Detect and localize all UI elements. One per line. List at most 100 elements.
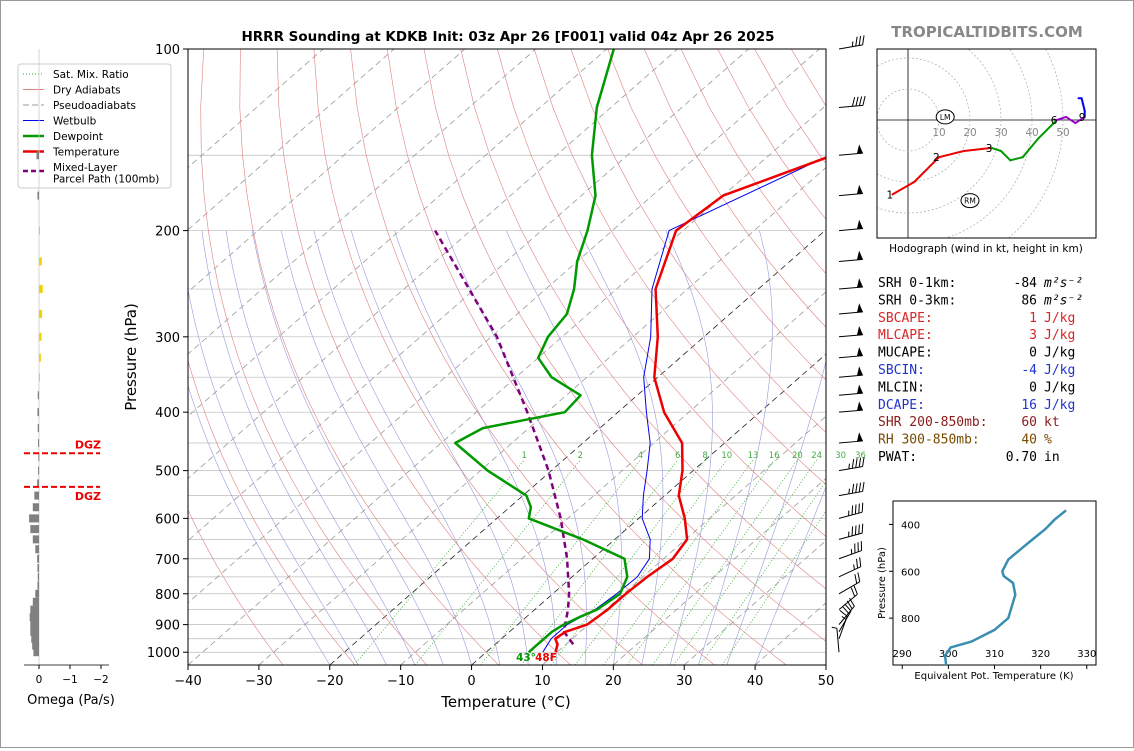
skewt-frame — [187, 48, 827, 666]
isotherm-line — [825, 664, 826, 665]
barb-half — [848, 488, 850, 494]
omega-bar — [38, 466, 40, 475]
barb-full — [858, 524, 860, 535]
dry-adiabat-line — [188, 509, 284, 665]
isotherm-line — [471, 353, 826, 665]
y-tick-label: 1000 — [147, 646, 180, 661]
omega-bar — [29, 514, 39, 523]
temperature-line — [554, 156, 826, 653]
theta-e-xlabel: Equivalent Pot. Temperature (K) — [914, 671, 1073, 682]
mixing-ratio-label: 8 — [702, 451, 707, 461]
barb-full — [859, 557, 862, 567]
barb-full — [857, 542, 859, 552]
theta-x-tick-label: 300 — [939, 649, 958, 660]
storm-motion-marker — [935, 109, 955, 125]
omega-bar — [37, 191, 39, 200]
barb-staff — [838, 227, 863, 232]
hodograph-segment — [1000, 150, 1012, 162]
legend-label: Pseudoadiabats — [53, 100, 136, 112]
index-label: SRH 0-3km: — [878, 293, 956, 308]
wind-barb — [838, 184, 863, 197]
omega-bar — [30, 605, 39, 614]
moist-adiabat-line — [201, 230, 387, 665]
legend-label: Dewpoint — [53, 131, 103, 143]
barb-flag — [856, 326, 863, 336]
barb-staff — [838, 104, 863, 108]
barb-half — [850, 548, 853, 555]
omega-panel: 0 −1 −2 Omega (Pa/s) DGZ DGZ — [24, 49, 115, 708]
barb-half — [848, 531, 850, 537]
index-label: MLCIN: — [878, 380, 925, 395]
index-unit: J/kg — [1044, 363, 1075, 378]
barb-staff — [838, 490, 863, 497]
surface-temperature-label: 48F — [535, 652, 557, 664]
wind-barb — [838, 557, 862, 578]
mixing-ratio-label: 20 — [792, 451, 803, 461]
barb-flag — [856, 144, 863, 154]
x-tick-label: −10 — [387, 674, 414, 689]
x-tick-label: −20 — [316, 674, 343, 689]
index-label: MUCAPE: — [878, 346, 933, 361]
barb-staff — [838, 532, 863, 540]
wind-barb — [838, 144, 863, 156]
barb-full — [851, 505, 854, 515]
legend-label: Parcel Path (100mb) — [53, 174, 159, 186]
index-value: -4 — [1021, 363, 1037, 378]
barb-flag — [856, 219, 863, 230]
omega-bar — [37, 479, 39, 488]
theta-e-plot: 290 300 310 320 330 400 600 800 — [889, 509, 1096, 669]
barb-full — [844, 603, 852, 612]
theta-e-line — [943, 509, 1067, 666]
omega-bar — [39, 285, 43, 294]
mixing-ratio-line — [550, 459, 706, 665]
mixing-ratio-line — [652, 459, 798, 665]
index-value: 86 — [1021, 293, 1037, 308]
parcel-path-line — [434, 229, 575, 645]
omega-bar — [37, 554, 39, 563]
indices-table: SRH 0-1km: -84 m²s⁻² SRH 0-3km: 86 m²s⁻² SBCAP… — [878, 276, 1083, 465]
mixing-ratio-line — [521, 459, 679, 665]
barb-half — [851, 41, 854, 47]
hodograph-ring-label: 10 — [932, 127, 945, 139]
theta-x-tick-label: 290 — [893, 649, 912, 660]
barb-half — [848, 510, 850, 516]
surface-dewpoint-label: 43° — [516, 652, 536, 664]
barb-half — [853, 564, 855, 570]
omega-bar — [34, 491, 39, 500]
barb-half — [841, 615, 847, 620]
dry-adiabat-line — [460, 49, 826, 590]
dgz-top-label: DGZ — [75, 438, 101, 451]
skewt-profiles — [434, 49, 826, 654]
dry-adiabat-line — [313, 49, 643, 665]
index-unit: m²s⁻² — [1043, 293, 1083, 308]
isotherm-line — [400, 291, 826, 665]
hodograph-height-label: 2 — [933, 152, 940, 164]
hodograph-ring — [944, 49, 1033, 238]
wind-barb — [838, 303, 863, 315]
theta-e-panel: 290 300 310 320 330 400 600 800 Equivalent Pot.… — [877, 500, 1097, 682]
wind-barb — [838, 481, 865, 497]
wind-barb — [838, 346, 863, 359]
barb-full — [858, 35, 862, 46]
omega-bar — [32, 641, 39, 650]
omega-bar — [37, 391, 39, 400]
hodograph-height-label: 9 — [1079, 112, 1086, 124]
omega-bar — [29, 613, 39, 622]
barb-flag — [856, 346, 863, 357]
x-tick-label: 50 — [818, 674, 835, 689]
wind-barbs — [831, 35, 866, 653]
dry-adiabat-line — [828, 49, 1133, 665]
barb-staff — [838, 334, 863, 338]
moist-adiabat-line — [225, 230, 416, 665]
dry-adiabat-line — [276, 49, 571, 665]
barb-staff — [838, 593, 858, 611]
omega-bar — [39, 332, 42, 341]
theta-e-ylabel: Pressure (hPa) — [877, 547, 888, 619]
barb-full — [851, 483, 855, 494]
hodograph-ring-label: 20 — [963, 127, 976, 139]
isotherm-line — [188, 104, 826, 665]
barb-staff — [838, 610, 852, 633]
moist-adiabat-line — [579, 230, 664, 665]
barb-flag — [856, 432, 863, 442]
wind-barb — [838, 541, 863, 560]
